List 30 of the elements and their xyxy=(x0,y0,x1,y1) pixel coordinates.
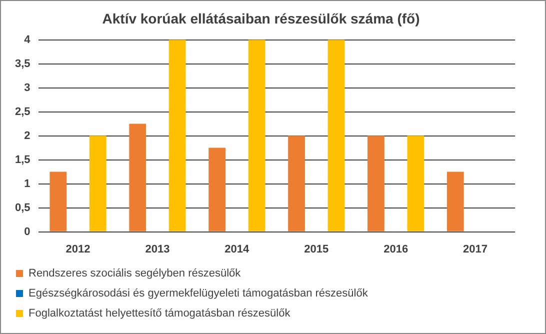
x-tick-label: 2017 xyxy=(463,243,488,256)
y-tick-label: 0,5 xyxy=(14,202,30,214)
bar xyxy=(248,40,266,232)
bar xyxy=(368,136,384,232)
bar xyxy=(328,40,345,232)
chart-title: Aktív korúak ellátásaiban részesülők száma (fő) xyxy=(102,10,420,26)
legend-label: Rendszeres szociális segélyben részesülők xyxy=(28,268,242,280)
bar xyxy=(208,148,226,232)
bar xyxy=(407,136,424,232)
y-tick-label: 3,5 xyxy=(14,58,30,70)
x-tick-label: 2013 xyxy=(145,243,170,256)
x-tick-label: 2014 xyxy=(224,243,250,256)
legend-label: Foglalkoztatást helyettesítő támogatásban részesülők xyxy=(28,308,291,320)
legend-label: Egészségkárosodási és gyermekfelügyeleti támogatásban részesülők xyxy=(28,288,368,300)
bar xyxy=(288,136,305,232)
y-tick-label: 1 xyxy=(24,178,30,190)
bar xyxy=(129,124,146,232)
y-tick-label: 1,5 xyxy=(14,154,30,166)
y-tick-label: 2,5 xyxy=(14,106,30,118)
y-tick-label: 4 xyxy=(24,34,32,46)
bar xyxy=(446,172,464,232)
bar xyxy=(89,136,106,232)
x-tick-label: 2015 xyxy=(304,243,329,256)
bar xyxy=(168,40,186,232)
x-tick-label: 2016 xyxy=(384,243,408,256)
y-tick-label: 2 xyxy=(24,130,30,142)
x-tick-label: 2012 xyxy=(66,243,90,256)
y-tick-label: 0 xyxy=(24,226,30,238)
bar xyxy=(50,172,67,232)
y-tick-label: 3 xyxy=(24,82,30,94)
